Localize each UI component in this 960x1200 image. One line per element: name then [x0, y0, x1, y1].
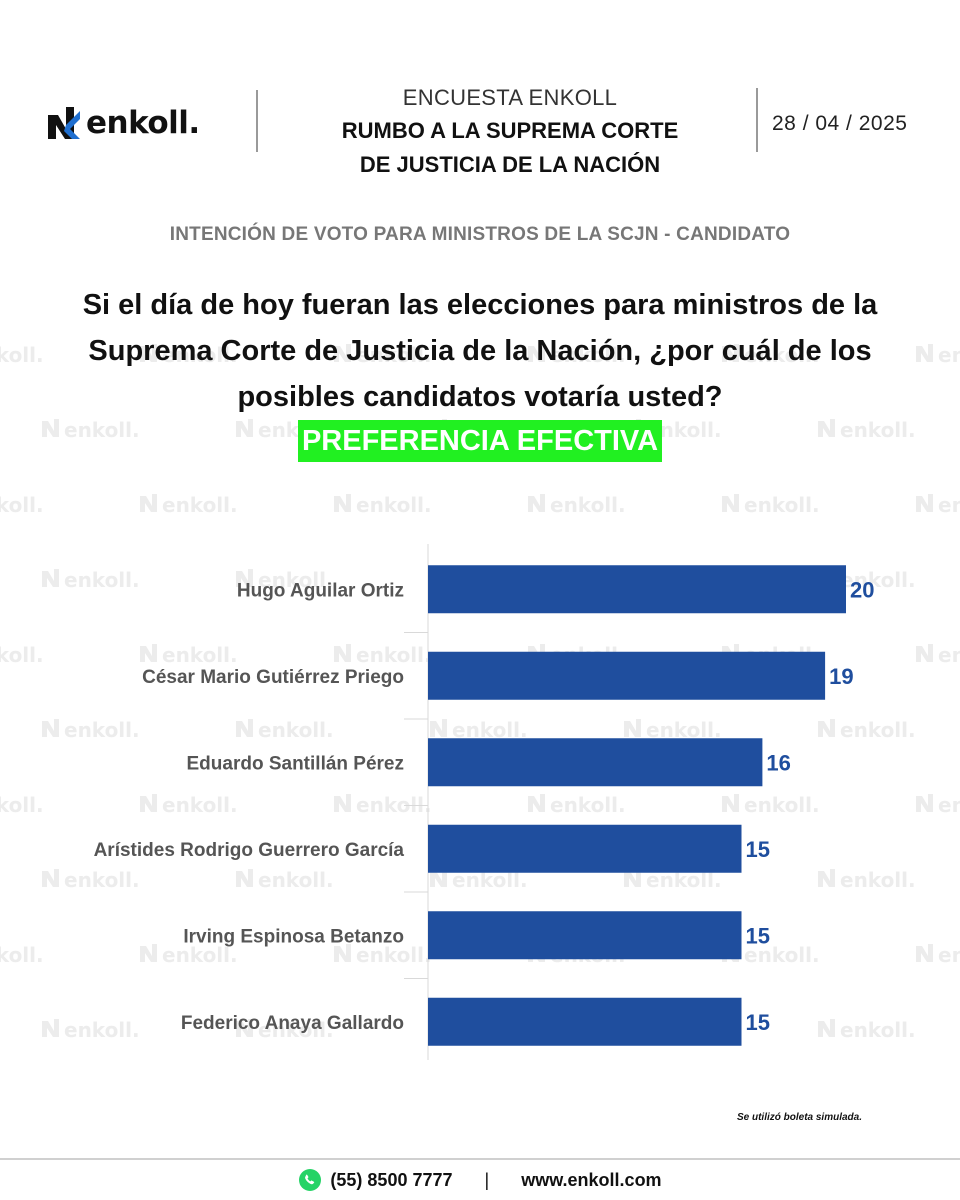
watermark-mark: enkoll. — [528, 493, 626, 517]
question-line1: Si el día de hoy fueran las elecciones p… — [82, 289, 878, 321]
preference-highlight: PREFERENCIA EFECTIVA — [297, 420, 663, 462]
category-label: Irving Espinosa Betanzo — [183, 926, 404, 947]
bar-chart: Hugo Aguilar Ortiz 20 César Mario Gutiérre… — [0, 540, 960, 1060]
bar-chart-svg: Hugo Aguilar Ortiz 20 César Mario Gutiérre… — [94, 544, 874, 1060]
category-label: César Mario Gutiérrez Priego — [142, 667, 404, 688]
svg-text:enkoll.: enkoll. — [550, 493, 626, 517]
footnote: Se utilizó boleta simulada. — [736, 1112, 862, 1123]
question-line3: posibles candidatos votaría usted? — [237, 381, 723, 413]
bar — [428, 997, 742, 1046]
value-label: 15 — [746, 837, 770, 862]
category-label: Arístides Rodrigo Guerrero García — [94, 840, 405, 861]
section-label: INTENCIÓN DE VOTO PARA MINISTROS DE LA S… — [169, 224, 791, 245]
bar — [428, 824, 742, 873]
watermark-mark: enkoll. — [0, 493, 44, 517]
header-divider-left — [256, 90, 258, 152]
enkoll-logo: enkoll. — [44, 98, 214, 148]
watermark-mark: enkoll. — [140, 493, 238, 517]
header-divider-right — [756, 88, 758, 152]
footer: (55) 8500 7777 | www.enkoll.com — [0, 1168, 960, 1192]
value-label: 16 — [766, 750, 790, 775]
value-label: 20 — [850, 577, 874, 602]
category-label: Hugo Aguilar Ortiz — [237, 580, 404, 601]
svg-text:enkoll.: enkoll. — [938, 493, 960, 517]
value-label: 19 — [829, 664, 853, 689]
survey-label: ENCUESTA ENKOLL — [402, 85, 618, 110]
header-title-line1: RUMBO A LA SUPREMA CORTE — [341, 118, 679, 143]
bar — [428, 565, 846, 614]
svg-text:enkoll.: enkoll. — [356, 493, 432, 517]
svg-text:enkoll.: enkoll. — [0, 493, 44, 517]
bar — [428, 651, 826, 700]
survey-date: 28 / 04 / 2025 — [772, 112, 908, 135]
bar — [428, 911, 742, 960]
bar — [428, 738, 763, 787]
logo-text: enkoll. — [86, 105, 200, 141]
watermark-mark: enkoll. — [916, 493, 960, 517]
watermark-mark: enkoll. — [722, 493, 820, 517]
svg-text:enkoll.: enkoll. — [162, 493, 238, 517]
enkoll-logo-mark-icon — [48, 107, 80, 139]
category-label: Federico Anaya Gallardo — [181, 1013, 404, 1034]
watermark-mark: enkoll. — [334, 493, 432, 517]
footer-phone: (55) 8500 7777 — [330, 1169, 453, 1190]
question-line2: Suprema Corte de Justicia de la Nación, … — [88, 335, 872, 367]
footer-separator: | — [484, 1169, 490, 1190]
value-label: 15 — [746, 923, 770, 948]
preference-highlight-wrap: PREFERENCIA EFECTIVA — [0, 420, 960, 462]
footer-rule — [0, 1158, 960, 1160]
question-text: Si el día de hoy fueran las elecciones p… — [10, 282, 950, 420]
header-title-line2: DE JUSTICIA DE LA NACIÓN — [359, 152, 661, 177]
whatsapp-icon — [299, 1169, 322, 1191]
value-label: 15 — [746, 1010, 770, 1035]
header-center: ENCUESTA ENKOLL RUMBO A LA SUPREMA CORTE… — [270, 84, 750, 182]
svg-text:enkoll.: enkoll. — [744, 493, 820, 517]
category-label: Eduardo Santillán Pérez — [187, 753, 405, 774]
footer-website[interactable]: www.enkoll.com — [521, 1169, 662, 1190]
header-title: RUMBO A LA SUPREMA CORTE DE JUSTICIA DE … — [270, 114, 750, 182]
